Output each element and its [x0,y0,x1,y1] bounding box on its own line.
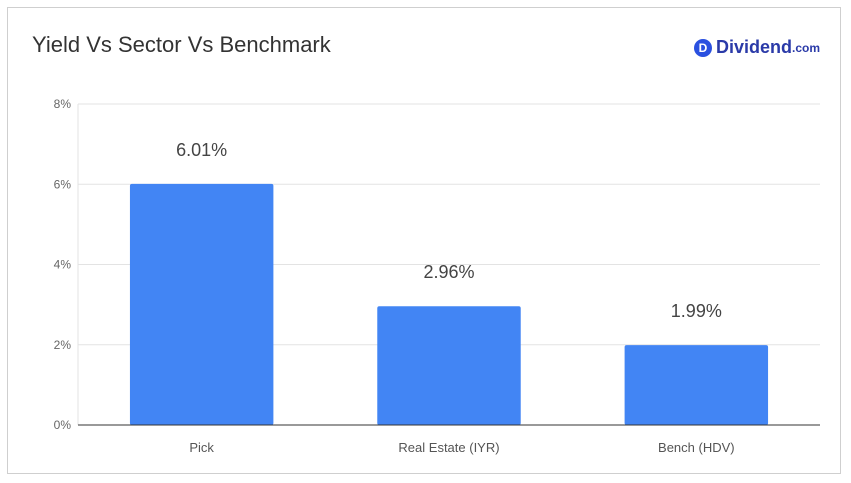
y-tick-label-0: 0% [54,418,72,432]
y-tick-label-3: 6% [54,177,72,191]
x-category-label-0: Pick [189,440,214,455]
x-category-label-2: Bench (HDV) [658,440,735,455]
bar-1 [377,306,521,425]
bar-0 [129,183,274,425]
data-label-2: 1.99% [671,301,722,321]
data-label-1: 2.96% [423,262,474,282]
y-tick-label-1: 2% [54,338,72,352]
brand-suffix: .com [791,40,820,55]
x-category-label-1: Real Estate (IYR) [398,440,499,455]
dividend-logo-icon: D [693,38,712,57]
brand-logo[interactable]: D Dividend .com [693,37,820,58]
brand-name: Dividend [715,37,792,57]
bar-2 [624,345,769,425]
data-label-0: 6.01% [176,140,227,160]
chart-title: Yield Vs Sector Vs Benchmark [32,32,331,57]
y-tick-label-2: 4% [54,258,72,272]
y-tick-label-4: 8% [54,97,72,111]
